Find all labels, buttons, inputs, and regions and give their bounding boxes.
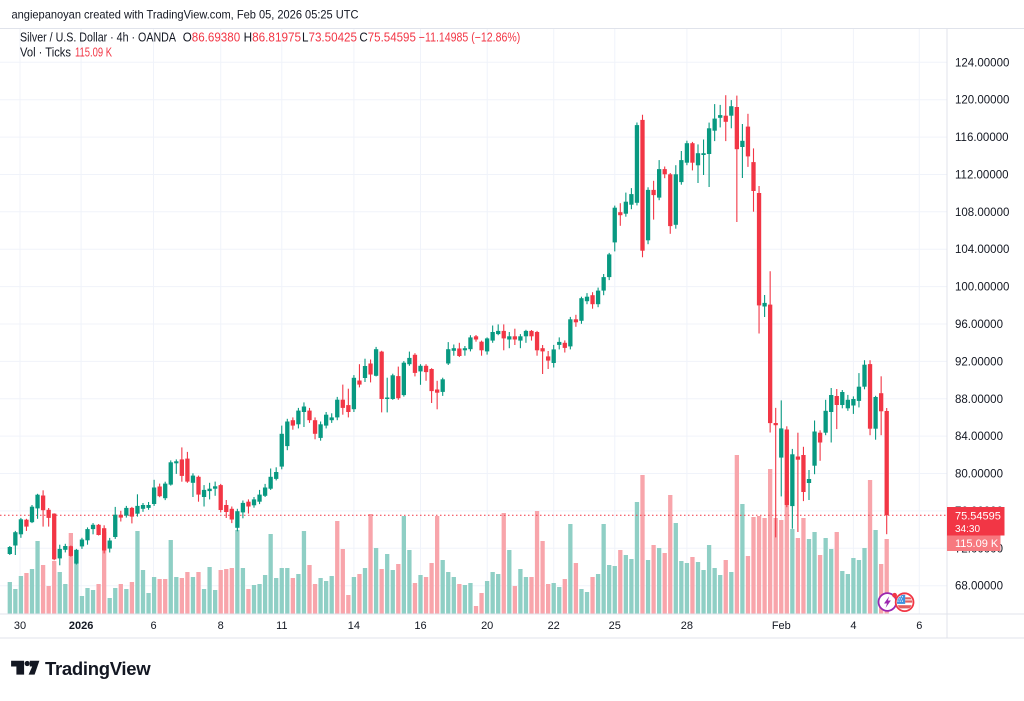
svg-text:104.00000: 104.00000 xyxy=(955,244,1009,256)
svg-text:108.00000: 108.00000 xyxy=(955,207,1009,219)
svg-text:25: 25 xyxy=(609,620,621,632)
svg-text:H86.81975: H86.81975 xyxy=(244,31,302,45)
svg-text:80.00000: 80.00000 xyxy=(955,469,1003,481)
svg-text:16: 16 xyxy=(414,620,426,632)
svg-text:68.00000: 68.00000 xyxy=(955,581,1003,593)
svg-text:112.00000: 112.00000 xyxy=(955,170,1009,182)
svg-text:124.00000: 124.00000 xyxy=(955,57,1009,69)
svg-text:116.00000: 116.00000 xyxy=(955,132,1009,144)
svg-text:Vol · Ticks: Vol · Ticks xyxy=(20,46,71,60)
svg-text:8: 8 xyxy=(218,620,224,632)
svg-text:20: 20 xyxy=(481,620,493,632)
svg-text:14: 14 xyxy=(348,620,360,632)
svg-text:6: 6 xyxy=(916,620,922,632)
svg-text:−11.14985 (−12.86%): −11.14985 (−12.86%) xyxy=(419,31,521,45)
svg-text:Silver / U.S. Dollar · 4h · OA: Silver / U.S. Dollar · 4h · OANDA xyxy=(20,31,177,45)
svg-text:11: 11 xyxy=(276,620,287,632)
svg-text:100.00000: 100.00000 xyxy=(955,282,1009,294)
svg-text:96.00000: 96.00000 xyxy=(955,319,1003,331)
svg-text:88.00000: 88.00000 xyxy=(955,394,1003,406)
svg-text:28: 28 xyxy=(681,620,693,632)
svg-text:angiepanoyan created with Trad: angiepanoyan created with TradingView.co… xyxy=(12,8,359,22)
svg-text:C75.54595: C75.54595 xyxy=(359,31,416,45)
svg-text:Feb: Feb xyxy=(772,620,791,632)
svg-text:75.54595: 75.54595 xyxy=(955,511,1001,523)
svg-text:4: 4 xyxy=(850,620,856,632)
svg-text:2026: 2026 xyxy=(69,620,93,632)
svg-text:TradingView: TradingView xyxy=(45,658,151,679)
svg-text:92.00000: 92.00000 xyxy=(955,356,1003,368)
svg-text:O86.69380: O86.69380 xyxy=(183,31,241,45)
svg-text:34:30: 34:30 xyxy=(955,524,980,535)
svg-text:22: 22 xyxy=(548,620,560,632)
svg-text:30: 30 xyxy=(14,620,26,632)
svg-text:115.09 K: 115.09 K xyxy=(955,538,999,550)
svg-text:115.09 K: 115.09 K xyxy=(75,46,112,60)
svg-text:6: 6 xyxy=(150,620,156,632)
svg-text:120.00000: 120.00000 xyxy=(955,95,1009,107)
svg-text:L73.50425: L73.50425 xyxy=(302,31,357,45)
svg-text:84.00000: 84.00000 xyxy=(955,431,1003,443)
